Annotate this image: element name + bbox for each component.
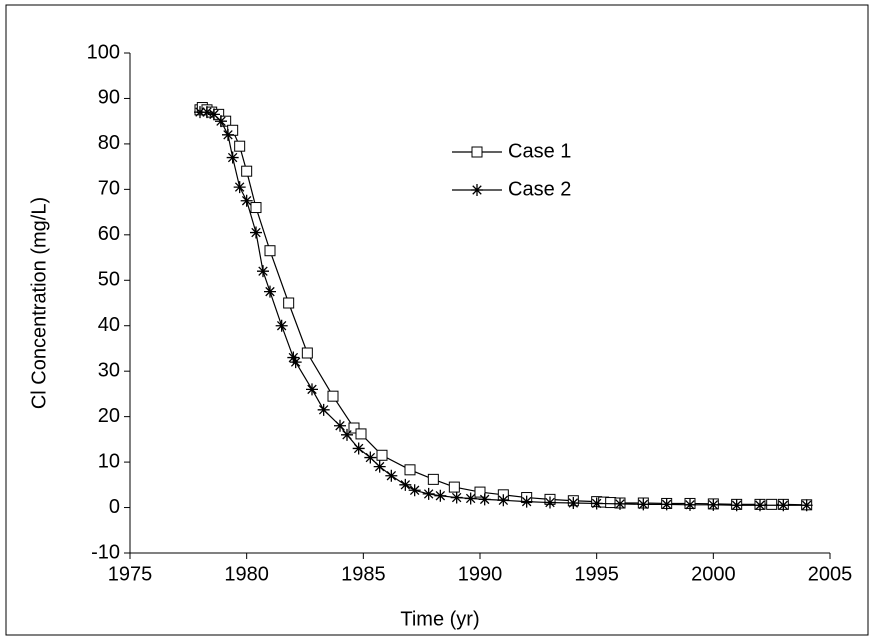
marker-star: [590, 497, 603, 510]
marker-star: [317, 403, 330, 416]
marker-star: [800, 499, 813, 512]
marker-star: [399, 478, 412, 491]
y-tick-label: 20: [98, 405, 120, 427]
chart-border: [5, 4, 869, 636]
y-tick-label: 10: [98, 450, 120, 472]
marker-star: [233, 181, 246, 194]
legend-marker: [471, 146, 483, 158]
marker-star: [201, 106, 213, 119]
marker-star: [707, 498, 720, 511]
marker-star: [306, 383, 318, 396]
y-tick-label: 90: [98, 87, 120, 109]
y-tick-label: 0: [109, 496, 120, 518]
legend-label: Case 2: [508, 178, 571, 200]
marker-star: [544, 496, 556, 509]
y-tick-label: 30: [98, 359, 120, 381]
marker-star: [660, 498, 673, 511]
marker-star: [341, 428, 353, 441]
x-tick-label: 1995: [574, 563, 619, 585]
marker-star: [226, 151, 239, 164]
x-tick-label: 1985: [341, 563, 386, 585]
marker-star: [240, 194, 253, 207]
marker-square: [234, 140, 246, 152]
marker-square: [348, 422, 360, 434]
marker-star: [385, 469, 398, 482]
marker-star: [730, 499, 743, 512]
marker-square: [427, 473, 439, 485]
marker-square: [327, 390, 339, 402]
marker-square: [474, 486, 486, 498]
marker-star: [434, 489, 447, 502]
x-tick-label: 1980: [224, 563, 269, 585]
marker-star: [422, 487, 435, 500]
marker-star: [478, 493, 491, 506]
marker-square: [283, 297, 295, 309]
y-tick-label: -10: [91, 541, 120, 563]
marker-star: [464, 492, 477, 505]
y-tick-label: 100: [87, 41, 120, 63]
marker-star: [194, 106, 206, 119]
marker-star: [497, 494, 510, 507]
marker-star: [352, 442, 365, 455]
y-tick-label: 70: [98, 178, 120, 200]
marker-star: [777, 499, 790, 512]
marker-star: [684, 498, 696, 511]
legend-label: Case 1: [508, 140, 571, 162]
marker-square: [301, 347, 313, 359]
y-axis-label: Cl Concentration (mg/L): [28, 197, 50, 409]
marker-star: [264, 285, 276, 298]
marker-square: [355, 428, 367, 440]
y-tick-label: 50: [98, 269, 120, 291]
marker-star: [287, 351, 300, 364]
marker-square: [376, 449, 388, 461]
marker-star: [208, 108, 220, 121]
x-tick-label: 2005: [808, 563, 853, 585]
marker-star: [257, 265, 269, 278]
marker-square: [404, 464, 416, 476]
marker-square: [264, 245, 276, 257]
marker-star: [250, 226, 262, 239]
marker-star: [450, 491, 463, 504]
marker-star: [289, 356, 302, 369]
marker-square: [605, 497, 617, 509]
legend-marker: [471, 184, 483, 196]
marker-star: [222, 128, 234, 141]
y-tick-label: 80: [98, 132, 120, 154]
marker-star: [520, 495, 533, 508]
marker-star: [754, 499, 766, 512]
marker-star: [614, 497, 626, 510]
marker-square: [250, 202, 262, 214]
marker-star: [567, 497, 580, 509]
marker-star: [334, 419, 346, 432]
marker-square: [448, 481, 460, 493]
y-tick-label: 40: [98, 314, 120, 336]
y-tick-label: 60: [98, 223, 120, 245]
x-tick-label: 1975: [108, 563, 153, 585]
marker-square: [241, 165, 253, 177]
marker-star: [275, 319, 288, 332]
x-tick-label: 2000: [691, 563, 736, 585]
marker-square: [766, 498, 778, 510]
marker-star: [373, 460, 386, 473]
x-axis-label: Time (yr): [400, 608, 479, 630]
marker-star: [408, 484, 421, 497]
marker-star: [215, 115, 227, 128]
marker-star: [637, 498, 650, 511]
x-tick-label: 1990: [458, 563, 503, 585]
marker-star: [364, 451, 377, 464]
